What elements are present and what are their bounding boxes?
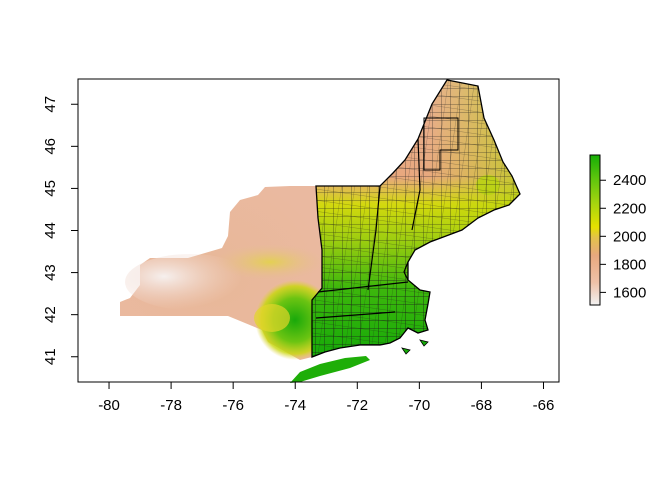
y-tick-label: 42 bbox=[42, 306, 59, 323]
state-line-ma-south bbox=[315, 311, 396, 319]
map-raster bbox=[120, 79, 521, 383]
x-axis: -80 -78 -76 -74 -72 -70 -68 -66 bbox=[98, 381, 555, 414]
y-tick-label: 47 bbox=[42, 96, 59, 113]
colorbar-gradient bbox=[589, 154, 601, 306]
state-line-nh-me bbox=[411, 138, 421, 231]
colorbar-tick-label: 2000 bbox=[613, 228, 646, 245]
state-line-ma-north bbox=[317, 281, 409, 293]
y-tick-label: 43 bbox=[42, 264, 59, 281]
new-york-yellow-band bbox=[215, 244, 325, 280]
y-tick-label: 41 bbox=[42, 348, 59, 365]
region-long-island bbox=[290, 356, 370, 383]
x-tick-label: -78 bbox=[160, 397, 182, 414]
x-tick-label: -66 bbox=[533, 397, 555, 414]
colorbar-tick-label: 1600 bbox=[613, 284, 646, 301]
coastline-boundary bbox=[403, 261, 409, 281]
colorbar-ticks: 1600 1800 2000 2200 2400 bbox=[599, 172, 646, 301]
colorbar-tick-label: 2200 bbox=[613, 200, 646, 217]
new-york-yellow-south bbox=[254, 304, 290, 332]
y-tick-label: 46 bbox=[42, 138, 59, 155]
islands bbox=[401, 339, 429, 355]
maine-inner-boundary bbox=[423, 117, 459, 171]
x-tick-label: -72 bbox=[346, 397, 368, 414]
x-tick-label: -74 bbox=[284, 397, 306, 414]
y-tick-label: 44 bbox=[42, 222, 59, 239]
y-axis: 41 42 43 44 45 46 47 bbox=[42, 96, 79, 365]
x-tick-label: -70 bbox=[409, 397, 431, 414]
x-tick-label: -68 bbox=[471, 397, 493, 414]
state-line-vt-nh bbox=[367, 185, 381, 291]
y-tick-label: 45 bbox=[42, 180, 59, 197]
colorbar-tick-label: 2400 bbox=[613, 172, 646, 189]
colorbar-legend: 1600 1800 2000 2200 2400 bbox=[589, 154, 646, 306]
x-tick-label: -80 bbox=[98, 397, 120, 414]
x-tick-label: -76 bbox=[222, 397, 244, 414]
colorbar-tick-label: 1800 bbox=[613, 256, 646, 273]
